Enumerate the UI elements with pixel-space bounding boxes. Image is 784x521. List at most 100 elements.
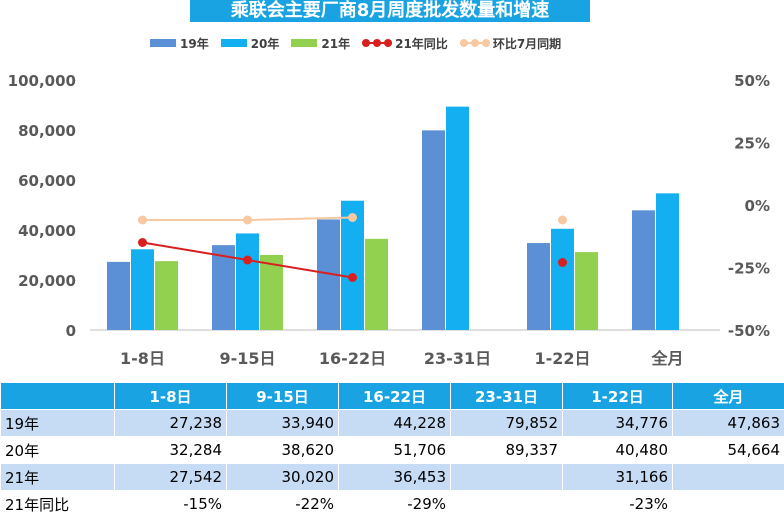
row-label: 19年: [0, 409, 115, 437]
legend-label: 环比7月同期: [492, 36, 562, 51]
table-cell: -22%: [226, 490, 339, 518]
bar-19年: [317, 219, 340, 330]
table-header-cell: 1-8日: [114, 382, 227, 410]
y-left-tick-label: 0: [66, 322, 76, 340]
table-row: 21年 27,542 30,020 36,453 31,166: [0, 463, 784, 491]
bar-19年: [212, 245, 235, 330]
legend-line-swatch: [459, 38, 490, 48]
point-21年同比: [348, 273, 357, 282]
bar-20年: [236, 233, 259, 330]
table-cell: 30,020: [226, 463, 339, 491]
x-tick-label: 23-31日: [424, 349, 491, 368]
x-tick-label: 1-8日: [120, 349, 165, 368]
table-header-cell: 9-15日: [226, 382, 339, 410]
y-left-tick-label: 100,000: [8, 72, 76, 90]
row-label: 21年: [0, 463, 115, 491]
data-table: 1-8日 9-15日 16-22日 23-31日 1-22日 全月 19年 27,238 33…: [0, 382, 784, 518]
table-cell: [672, 463, 784, 491]
table-cell: 79,852: [450, 409, 563, 437]
y-right-tick-label: 25%: [734, 135, 770, 153]
legend-label: 19年: [180, 36, 209, 51]
legend-item: 21年: [291, 35, 350, 52]
legend-item: 20年: [220, 35, 280, 52]
table-row: 21年同比 -15% -22% -29% -23%: [0, 490, 784, 518]
chart-title: 乘联会主要厂商8月周度批发数量和增速: [190, 0, 590, 22]
bar-20年: [446, 106, 469, 330]
point-环比7月同期: [138, 215, 147, 225]
legend-label: 21年同比: [395, 36, 448, 51]
bar-20年: [341, 200, 364, 330]
table-row: 20年 32,284 38,620 51,706 89,337 40,480 54,664: [0, 436, 784, 464]
table-cell: [672, 490, 784, 518]
legend-label: 21年: [321, 36, 351, 51]
table-row: 19年 27,238 33,940 44,228 79,852 34,776 47,863: [0, 409, 784, 437]
y-right-tick-label: -25%: [728, 260, 770, 278]
x-tick-label: 9-15日: [219, 349, 275, 368]
table-cell: 40,480: [562, 436, 673, 464]
y-left-tick-label: 40,000: [18, 222, 76, 240]
bar-19年: [527, 243, 550, 330]
legend-swatch: [291, 39, 318, 47]
bar-19年: [422, 130, 445, 330]
y-left-tick-label: 60,000: [18, 172, 76, 190]
bar-21年: [260, 254, 283, 330]
y-right-tick-label: 50%: [734, 72, 770, 90]
table-cell: -23%: [562, 490, 673, 518]
bar-21年: [155, 261, 178, 330]
y-right-tick-label: 0%: [745, 197, 770, 215]
y-left-tick-label: 20,000: [18, 272, 76, 290]
table-header-cell: 16-22日: [338, 382, 451, 410]
table-cell: 47,863: [672, 409, 784, 437]
bar-21年: [575, 252, 598, 330]
table-cell: 31,166: [562, 463, 673, 491]
point-环比7月同期: [348, 213, 357, 222]
point-环比7月同期: [558, 215, 567, 225]
table-cell: -15%: [114, 490, 227, 518]
chart-area: 0 20,000 40,000 60,000 80,000 100,000 -50% -25%…: [8, 72, 770, 368]
bar-20年: [656, 193, 679, 330]
bar-21年: [365, 238, 388, 330]
point-21年同比: [558, 258, 567, 267]
row-label: 20年: [0, 436, 115, 464]
legend-line-swatch: [362, 38, 393, 48]
point-21年同比: [138, 238, 147, 247]
chart-legend: 19年 20年 21年 21年同比 环比7月同期: [150, 34, 573, 52]
bar-19年: [107, 261, 130, 330]
legend-swatch: [150, 39, 176, 47]
bar-20年: [131, 249, 154, 330]
x-tick-label: 16-22日: [319, 349, 386, 368]
legend-item: 21年同比: [362, 35, 448, 52]
y-right-tick-label: -50%: [728, 322, 770, 340]
table-cell: -29%: [338, 490, 451, 518]
table-cell: [450, 463, 563, 491]
table-cell: 34,776: [562, 409, 673, 437]
table-header-cell: 23-31日: [450, 382, 563, 410]
bar-20年: [551, 228, 574, 330]
table-cell: 36,453: [338, 463, 451, 491]
table-cell: 32,284: [114, 436, 227, 464]
point-环比7月同期: [243, 215, 252, 225]
table-header-cell: 全月: [672, 382, 784, 410]
x-tick-label: 全月: [650, 349, 683, 368]
point-21年同比: [243, 255, 252, 265]
y-left-tick-label: 80,000: [18, 122, 76, 140]
table-cell: 27,238: [114, 409, 227, 437]
table-cell: 33,940: [226, 409, 339, 437]
legend-item: 19年: [150, 35, 209, 52]
table-cell: 27,542: [114, 463, 227, 491]
table-header-cell: 1-22日: [562, 382, 673, 410]
table-cell: 54,664: [672, 436, 784, 464]
bar-19年: [632, 210, 655, 330]
x-tick-label: 1-22日: [534, 349, 590, 368]
legend-label: 20年: [250, 36, 280, 51]
table-cell: [450, 490, 563, 518]
legend-swatch: [220, 39, 247, 47]
table-header-cell: [0, 382, 115, 410]
table-cell: 51,706: [338, 436, 451, 464]
legend-item: 环比7月同期: [459, 35, 562, 52]
row-label: 21年同比: [0, 490, 115, 518]
table-cell: 44,228: [338, 409, 451, 437]
table-cell: 89,337: [450, 436, 563, 464]
table-cell: 38,620: [226, 436, 339, 464]
table-header-row: 1-8日 9-15日 16-22日 23-31日 1-22日 全月: [0, 382, 784, 410]
